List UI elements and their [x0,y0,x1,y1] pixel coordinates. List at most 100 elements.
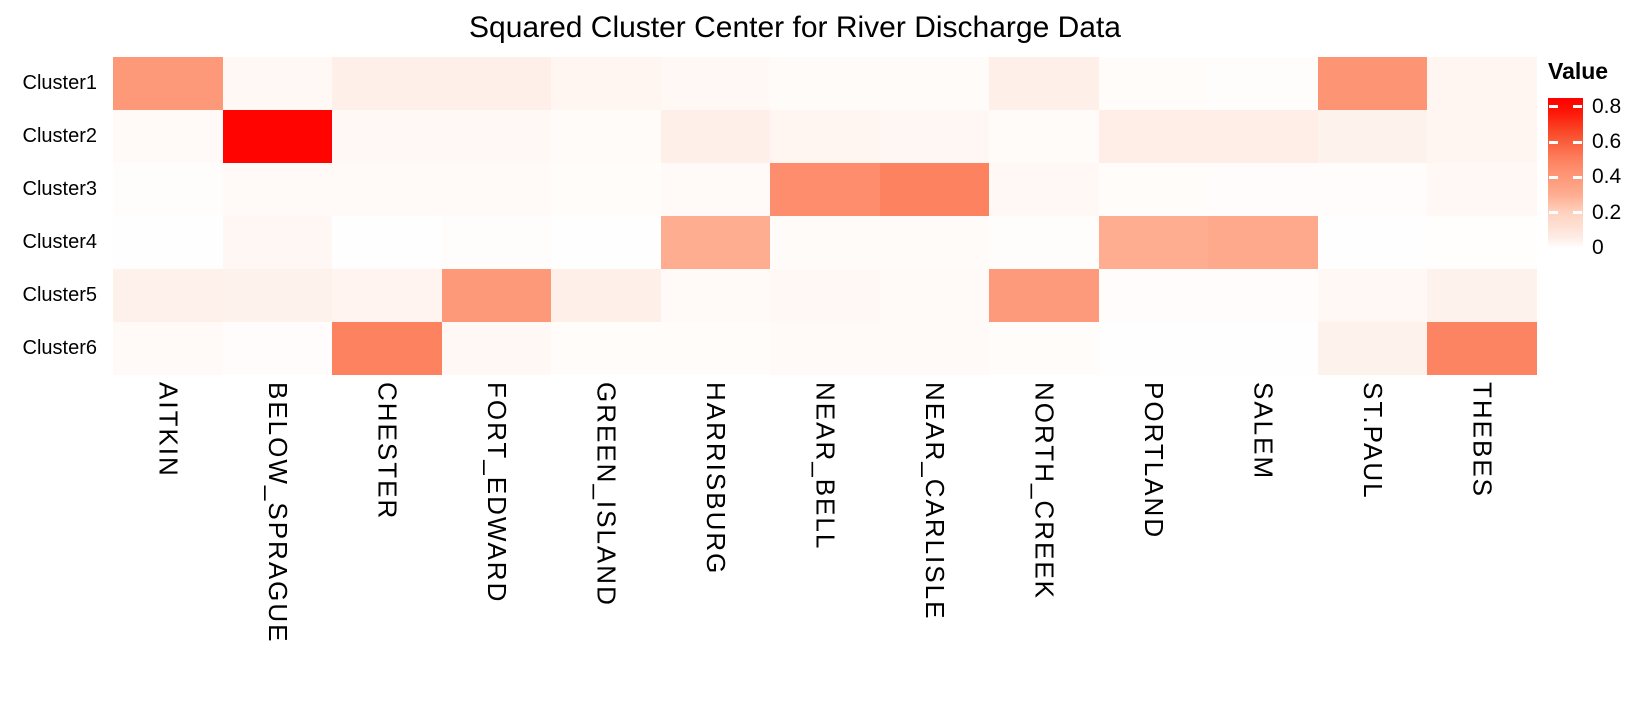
row-label: Cluster3 [22,178,97,200]
heatmap-cell [1098,322,1209,375]
heatmap-cell [1317,216,1428,269]
column-label: BELOW_SPRAGUE [223,382,333,712]
heatmap-cell [989,269,1099,322]
heatmap-cell [1317,322,1428,375]
heatmap-cell [332,110,442,163]
legend-tick-mark [1573,175,1582,179]
heatmap-cell [1098,163,1209,216]
heatmap-cell [879,163,990,216]
column-label-text: PORTLAND [1139,382,1170,540]
heatmap-cell [660,269,771,322]
heatmap-cell [551,216,661,269]
column-label: NEAR_CARLISLE [880,382,990,712]
heatmap-cell [222,110,333,163]
heatmap-cell [332,163,442,216]
heatmap-cell [441,163,552,216]
column-label: NORTH_CREEK [989,382,1099,712]
legend-tick-label: 0.6 [1592,130,1622,154]
heatmap-cell [1208,163,1318,216]
row-label: Cluster4 [22,231,97,253]
column-label-text: HARRISBURG [700,382,731,576]
heatmap-cell [879,57,990,110]
column-label-text: GREEN_ISLAND [591,382,622,607]
legend-tick-mark [1549,175,1558,179]
column-label-text: FORT_EDWARD [481,382,512,604]
heatmap-cell [660,57,771,110]
heatmap-cell [222,216,333,269]
legend-title: Value [1548,58,1609,84]
heatmap-cell [332,57,442,110]
heatmap-cell [332,322,442,375]
legend-tick-label: 0.8 [1592,94,1622,118]
heatmap-cell [1427,322,1537,375]
column-label: THEBES [1427,382,1537,712]
heatmap-cell [1427,110,1537,163]
heatmap-cell [879,322,990,375]
column-label-text: NORTH_CREEK [1029,382,1060,601]
heatmap-cell [770,57,880,110]
heatmap-cell [222,269,333,322]
heatmap-cell [113,216,223,269]
column-label: CHESTER [332,382,442,712]
column-label: ST.PAUL [1318,382,1428,712]
column-label-text: AITKIN [153,382,184,478]
heatmap-cell [989,110,1099,163]
heatmap-cell [441,322,552,375]
heatmap-cell [1427,269,1537,322]
column-label: HARRISBURG [661,382,771,712]
legend-tick-mark [1573,105,1582,109]
heatmap-cell [989,216,1099,269]
column-label-text: SALEM [1248,382,1279,481]
heatmap-cell [1317,57,1428,110]
column-axis: AITKIN BELOW_SPRAGUE CHESTER FORT_EDWARD GRE… [113,382,1537,712]
heatmap-cell [441,110,552,163]
heatmap-cell [1098,269,1209,322]
heatmap-cell [1208,216,1318,269]
column-label-text: ST.PAUL [1358,382,1389,500]
legend-tick-mark [1549,105,1558,109]
legend-tick-mark [1549,211,1558,215]
legend-tick-mark [1573,140,1582,144]
heatmap-cell [1427,163,1537,216]
heatmap-cell [222,322,333,375]
row-label: Cluster5 [22,284,97,306]
heatmap-cell [113,110,223,163]
heatmap-cell [1208,110,1318,163]
heatmap-cell [1208,322,1318,375]
heatmap-cell [660,322,771,375]
heatmap-cell [1098,57,1209,110]
heatmap-cell [1427,57,1537,110]
legend: Value 0.8 0.6 0.4 0.2 0 [1544,58,1644,288]
heatmap-cell [1098,110,1209,163]
column-label-text: NEAR_BELL [810,382,841,551]
heatmap-cell [770,163,880,216]
row-label: Cluster2 [22,125,97,147]
heatmap-cell [332,216,442,269]
heatmap-grid [113,57,1537,375]
legend-tick-label: 0 [1592,236,1604,259]
column-label-text: CHESTER [372,382,403,521]
heatmap-cell [660,163,771,216]
heatmap-cell [1427,216,1537,269]
column-label: GREEN_ISLAND [551,382,661,712]
legend-tick-mark [1573,211,1582,215]
row-axis: Cluster1 Cluster2 Cluster3 Cluster4 Cluster5… [0,57,104,375]
legend-colorbar [1548,98,1583,248]
heatmap-cell [879,216,990,269]
heatmap-cell [441,269,552,322]
heatmap-cell [1317,110,1428,163]
column-label-text: THEBES [1467,382,1498,499]
heatmap-cell [770,216,880,269]
heatmap-cell [551,57,661,110]
heatmap-cell [222,57,333,110]
heatmap-cell [1317,163,1428,216]
heatmap-cell [1317,269,1428,322]
heatmap-cell [441,216,552,269]
chart-title: Squared Cluster Center for River Dischar… [469,11,1121,44]
heatmap-cell [660,110,771,163]
row-label: Cluster6 [22,337,97,359]
heatmap-cell [879,110,990,163]
heatmap-cell [113,269,223,322]
heatmap-cell [551,269,661,322]
